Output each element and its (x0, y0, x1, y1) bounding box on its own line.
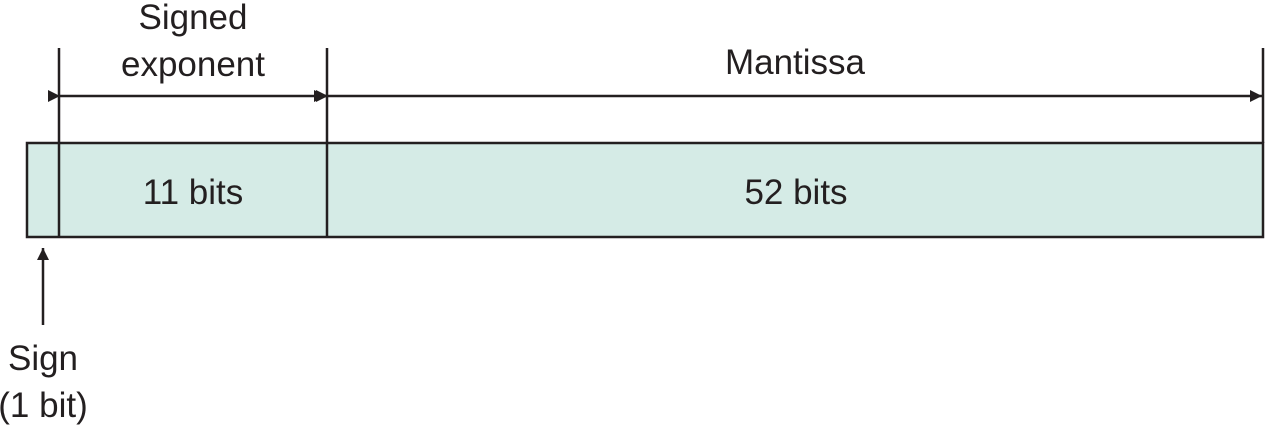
exponent-label-line2: exponent (121, 45, 265, 84)
sign-label-line2: (1 bit) (0, 386, 88, 425)
field-box (25, 141, 1265, 239)
mantissa-bits-label: 52 bits (744, 173, 847, 212)
sign-label-line1: Sign (8, 339, 78, 378)
exponent-label-line1: Signed (139, 0, 248, 37)
mantissa-label: Mantissa (725, 43, 866, 82)
exponent-bits-label: 11 bits (143, 173, 244, 212)
